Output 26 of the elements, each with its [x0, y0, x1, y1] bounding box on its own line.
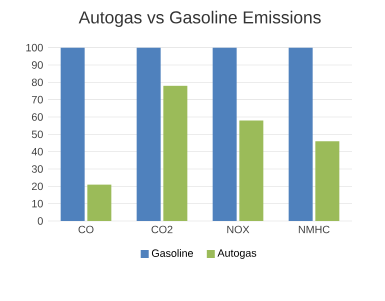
bar — [136, 48, 161, 222]
y-tick-label: 90 — [32, 61, 43, 69]
y-tick-label: 10 — [32, 200, 43, 208]
y-tick-label: 70 — [32, 96, 43, 104]
legend-label: Autogas — [218, 249, 256, 259]
y-tick-label: 20 — [32, 182, 43, 190]
y-tick-label: 80 — [32, 78, 43, 86]
legend-label: Gasoline — [152, 249, 193, 257]
x-tick-label: CO2 — [152, 226, 172, 234]
chart-title: Autogas vs Gasoline Emissions — [78, 10, 321, 27]
y-tick-label: 100 — [26, 44, 43, 52]
y-tick-label: 60 — [32, 113, 43, 121]
bar — [288, 48, 313, 222]
bar — [60, 48, 85, 222]
y-tick-label: 40 — [32, 148, 43, 156]
bar — [239, 120, 264, 222]
y-tick-label: 50 — [32, 130, 43, 138]
y-tick-label: 30 — [32, 165, 43, 173]
x-tick-label: NOX — [227, 226, 250, 234]
y-tick-label: 0 — [38, 217, 43, 225]
bar — [212, 48, 237, 222]
x-tick-label: NMHC — [298, 226, 330, 234]
x-tick-label: CO — [78, 226, 94, 234]
bar — [315, 141, 340, 222]
bar — [87, 184, 112, 222]
bar — [163, 86, 188, 222]
